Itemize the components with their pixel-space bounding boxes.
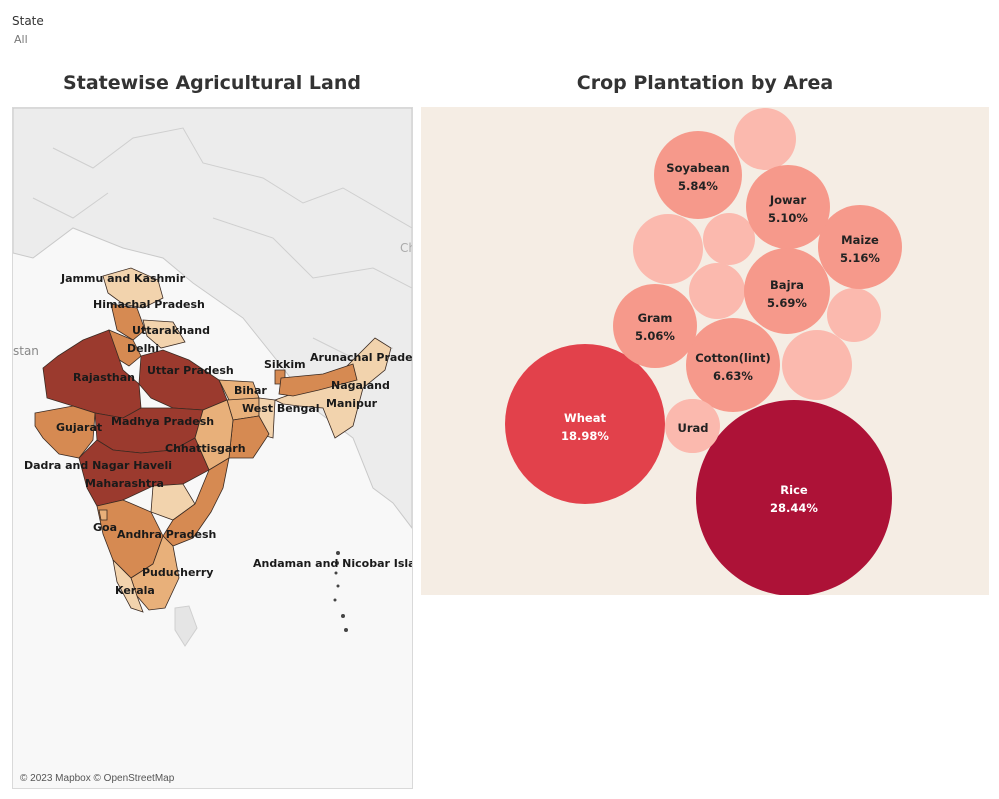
bubbles-labeled[interactable]: Rice 28.44% Wheat 18.98% Cotton(lint) 6.… [505,131,902,595]
bubble-gram-value: 5.06% [635,329,675,343]
label-uttarakhand: Uttarakhand [132,324,210,337]
label-kerala: Kerala [115,584,155,597]
bubble-soyabean-name: Soyabean [666,161,729,175]
bubble-unlabeled[interactable] [782,330,852,400]
map-copyright: © 2023 Mapbox © OpenStreetMap [20,773,175,784]
state-tamil-nadu[interactable] [130,535,180,611]
bubble-jowar-name: Jowar [769,193,807,207]
india-map[interactable]: stan Ch Jammu and Kashmir Himachal Prade… [12,107,413,789]
label-jammu-kashmir: Jammu and Kashmir [60,272,186,285]
state-uttar-pradesh[interactable] [138,349,228,411]
state-kerala[interactable] [112,558,144,613]
state-filter-label: State [12,14,44,28]
state-filter[interactable]: State All [12,14,44,46]
label-uttar-pradesh: Uttar Pradesh [147,364,234,377]
label-puducherry: Puducherry [142,566,213,579]
state-goa[interactable] [98,509,108,521]
bubble-svg[interactable]: Rice 28.44% Wheat 18.98% Cotton(lint) 6.… [421,107,989,595]
bubble-unlabeled[interactable] [633,214,703,284]
label-goa: Goa [93,521,117,534]
neighbor-landmass [13,108,412,529]
bubble-soyabean-value: 5.84% [678,179,718,193]
bubble-unlabeled[interactable] [827,288,881,342]
label-andhra-pradesh: Andhra Pradesh [117,528,216,541]
label-delhi: Delhi [127,342,159,355]
bubble-rice-name: Rice [780,483,808,497]
bubble-bajra[interactable]: Bajra 5.69% [744,248,830,334]
bubble-bajra-value: 5.69% [767,296,807,310]
label-gujarat: Gujarat [56,421,102,434]
label-manipur: Manipur [326,397,378,410]
map-svg[interactable]: stan Ch Jammu and Kashmir Himachal Prade… [13,108,412,788]
label-arunachal: Arunachal Pradesh [310,351,412,364]
label-nagaland: Nagaland [331,379,390,392]
bubble-gram[interactable]: Gram 5.06% [613,284,697,368]
crop-bubble-chart[interactable]: Rice 28.44% Wheat 18.98% Cotton(lint) 6.… [421,107,989,595]
label-dadra-nagar-haveli: Dadra and Nagar Haveli [24,459,172,472]
bubble-unlabeled[interactable] [689,263,745,319]
state-himachal[interactable] [110,303,146,341]
states-layer[interactable] [34,267,392,613]
bubble-cotton-name: Cotton(lint) [695,351,771,365]
neighbor-label-china: Ch [400,241,412,255]
sri-lanka-landmass [174,605,198,647]
bubble-gram-name: Gram [638,311,673,325]
state-jammu-kashmir[interactable] [102,267,164,309]
bubble-cotton-value: 6.63% [713,369,753,383]
label-rajasthan: Rajasthan [73,371,135,384]
bubble-rice[interactable]: Rice 28.44% [696,400,892,595]
bubble-jowar[interactable]: Jowar 5.10% [746,165,830,249]
label-west-bengal: West Bengal [242,402,320,415]
label-andaman-nicobar: Andaman and Nicobar Island [253,557,412,570]
label-chhattisgarh: Chhattisgarh [165,442,246,455]
neighbor-label-pakistan: stan [13,344,39,358]
state-uttarakhand[interactable] [142,319,186,349]
bubble-wheat-name: Wheat [564,411,606,425]
andaman-islands [333,551,348,632]
label-madhya-pradesh: Madhya Pradesh [111,415,214,428]
bubble-soyabean[interactable]: Soyabean 5.84% [654,131,742,219]
state-assam[interactable] [278,363,358,397]
bubble-maize[interactable]: Maize 5.16% [818,205,902,289]
bubble-urad-name: Urad [677,421,708,435]
bubble-unlabeled[interactable] [734,108,796,170]
bubble-urad[interactable]: Urad [666,399,720,453]
map-title: Statewise Agricultural Land [63,72,361,94]
bubble-jowar-value: 5.10% [768,211,808,225]
bubble-chart-title: Crop Plantation by Area [576,72,834,94]
bubble-rice-value: 28.44% [770,501,818,515]
bubble-unlabeled[interactable] [703,213,755,265]
border-line [32,127,412,359]
label-maharashtra: Maharashtra [85,477,164,490]
bubble-maize-value: 5.16% [840,251,880,265]
label-bihar: Bihar [234,384,267,397]
bubble-cotton[interactable]: Cotton(lint) 6.63% [686,318,780,412]
label-sikkim: Sikkim [264,358,306,371]
bubble-wheat[interactable]: Wheat 18.98% [505,344,665,504]
state-labels: Jammu and Kashmir Himachal Pradesh Uttar… [24,272,412,597]
label-himachal: Himachal Pradesh [93,298,205,311]
bubble-wheat-value: 18.98% [561,429,609,443]
bubble-bajra-name: Bajra [770,278,804,292]
state-filter-value[interactable]: All [14,33,28,46]
bubble-maize-name: Maize [841,233,879,247]
